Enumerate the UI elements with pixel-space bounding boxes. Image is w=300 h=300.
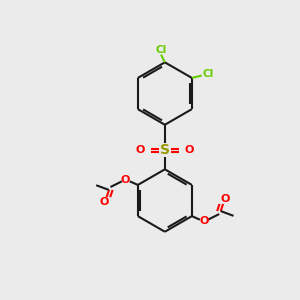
- Text: O: O: [220, 194, 230, 204]
- Text: Cl: Cl: [155, 45, 167, 55]
- Text: O: O: [200, 217, 209, 226]
- Text: O: O: [185, 145, 194, 155]
- Text: O: O: [136, 145, 145, 155]
- Text: O: O: [100, 197, 109, 208]
- Text: O: O: [121, 175, 130, 184]
- Text: S: S: [160, 143, 170, 157]
- Text: Cl: Cl: [202, 69, 214, 80]
